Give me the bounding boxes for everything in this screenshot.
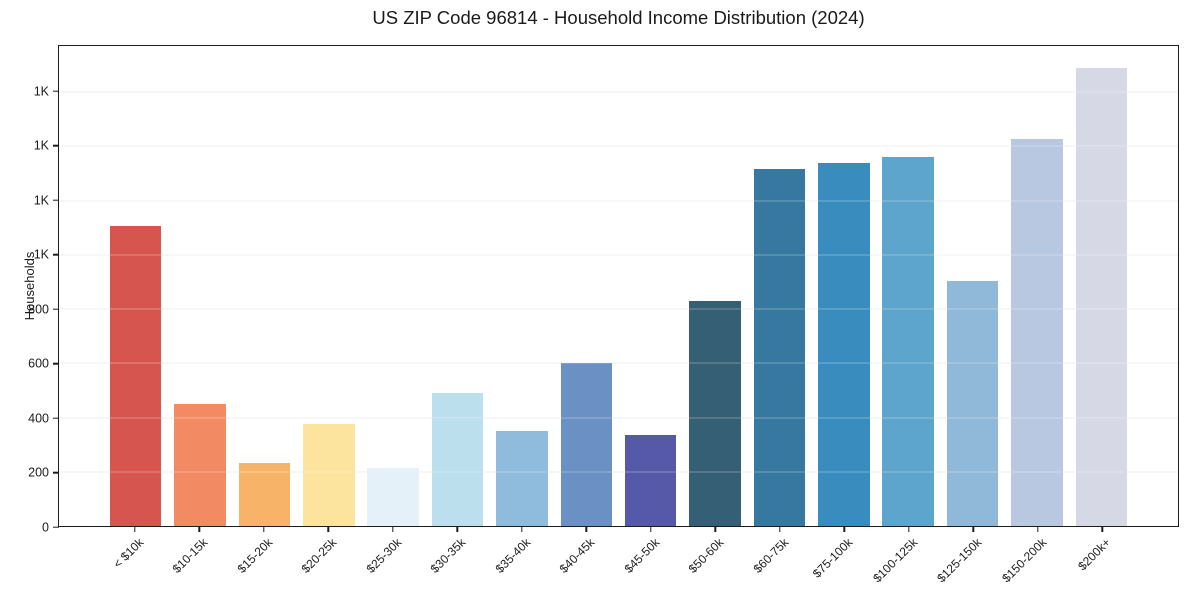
- bar: [174, 403, 226, 526]
- x-tick-label: < $10k: [110, 535, 146, 571]
- gridline: [59, 308, 1178, 310]
- x-tick-mark: [585, 526, 587, 532]
- x-axis: < $10k $10-15k $15-20k $20-25k $25-30k $30-35…: [58, 526, 1179, 590]
- gridline-overlay: [59, 145, 1178, 147]
- y-tick-label: 200: [28, 465, 49, 480]
- chart-title: US ZIP Code 96814 - Household Income Dis…: [372, 7, 865, 28]
- y-tick-mark: [53, 90, 59, 92]
- bar: [882, 156, 934, 526]
- gridline: [59, 362, 1178, 364]
- y-tick-label: 1K: [33, 138, 49, 153]
- gridline: [59, 417, 1178, 419]
- y-tick-label: 0: [42, 519, 49, 534]
- gridline-overlay: [59, 417, 1178, 419]
- bar: [753, 169, 806, 526]
- gridline-overlay: [59, 200, 1178, 202]
- y-tick-label: 1K: [33, 247, 49, 262]
- x-tick-mark: [908, 526, 910, 532]
- y-tick-label: 1K: [33, 84, 49, 99]
- gridline-overlay: [59, 362, 1178, 364]
- x-tick-mark: [650, 526, 652, 532]
- bar: [367, 467, 419, 526]
- y-tick-mark: [53, 417, 59, 419]
- x-tick-mark: [521, 526, 523, 532]
- y-tick-mark: [53, 199, 59, 201]
- x-tick-mark: [392, 526, 394, 532]
- gridlines: [59, 46, 1178, 526]
- gridline: [59, 91, 1178, 93]
- bar: [1011, 138, 1063, 526]
- bar: [560, 363, 613, 526]
- bar: [109, 226, 162, 526]
- gridline-overlay: [59, 308, 1178, 310]
- x-tick-mark: [134, 526, 136, 532]
- y-tick-label: 1K: [33, 192, 49, 207]
- x-tick-mark: [972, 526, 974, 532]
- x-tick-mark: [198, 526, 200, 532]
- gridline-overlay: [59, 254, 1178, 256]
- bar: [624, 434, 677, 526]
- y-tick-mark: [53, 471, 59, 474]
- bar: [496, 431, 548, 526]
- grid-overlay: [59, 46, 1178, 526]
- y-tick-label: 600: [28, 356, 49, 371]
- y-axis: 0 200 400 600 800 1K 1K 1K 1K: [0, 45, 59, 533]
- bars: [59, 46, 1178, 526]
- gridline: [59, 471, 1178, 473]
- bar: [818, 162, 870, 526]
- bar: [431, 393, 484, 526]
- bar: [238, 463, 291, 526]
- gridline-overlay: [59, 471, 1178, 473]
- bar: [946, 280, 999, 526]
- y-tick-mark: [53, 308, 59, 310]
- x-tick-mark: [1101, 526, 1103, 532]
- y-tick-mark: [53, 362, 59, 365]
- bar: [689, 300, 741, 526]
- y-tick-mark: [53, 253, 59, 256]
- x-tick-mark: [714, 526, 716, 532]
- x-tick-mark: [843, 526, 845, 532]
- y-tick-label: 400: [28, 410, 49, 425]
- bar: [1075, 68, 1128, 526]
- x-tick-mark: [1037, 526, 1039, 532]
- x-tick-mark: [779, 526, 781, 532]
- plot-area: [58, 45, 1179, 527]
- gridline: [59, 200, 1178, 202]
- y-tick-mark: [53, 526, 59, 528]
- bar: [303, 423, 355, 526]
- gridline: [59, 254, 1178, 256]
- gridline: [59, 145, 1178, 147]
- gridline-overlay: [59, 91, 1178, 93]
- x-tick-mark: [327, 526, 329, 532]
- y-tick-mark: [53, 145, 59, 147]
- y-tick-label: 800: [28, 301, 49, 316]
- x-tick-mark: [263, 526, 265, 532]
- x-tick-mark: [456, 526, 458, 532]
